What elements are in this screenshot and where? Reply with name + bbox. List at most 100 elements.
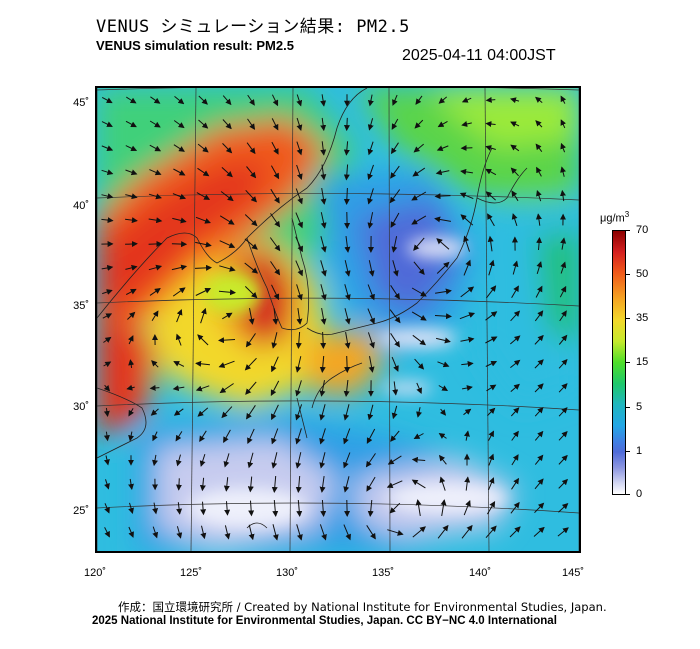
wind-arrow xyxy=(413,433,424,439)
wind-arrow xyxy=(439,476,446,491)
wind-arrow xyxy=(391,118,399,130)
wind-arrow xyxy=(344,284,351,301)
wind-arrow xyxy=(101,264,114,271)
wind-arrow xyxy=(463,259,471,276)
wind-arrow xyxy=(558,334,568,345)
wind-arrow xyxy=(270,188,280,204)
wind-arrow xyxy=(460,286,475,298)
wind-arrow xyxy=(320,260,327,277)
wind-arrow xyxy=(269,237,281,252)
wind-arrow xyxy=(511,190,519,202)
wind-arrow xyxy=(343,117,350,132)
wind-arrow xyxy=(222,119,232,130)
wind-arrow xyxy=(534,359,544,369)
wind-arrow xyxy=(488,430,494,441)
wind-arrow xyxy=(558,430,568,441)
wind-arrow xyxy=(101,169,114,176)
wind-arrow xyxy=(295,428,302,445)
wind-arrow xyxy=(510,144,520,152)
wind-arrow xyxy=(415,499,422,516)
wind-arrow xyxy=(510,383,520,392)
wind-arrow xyxy=(536,166,542,177)
wind-arrow xyxy=(126,384,135,391)
wind-arrow xyxy=(557,527,569,537)
colorbar-label-35: 35 xyxy=(636,312,649,324)
wind-arrow xyxy=(344,260,351,277)
wind-arrow xyxy=(437,524,449,539)
wind-arrow xyxy=(219,240,236,248)
wind-arrow xyxy=(488,453,495,466)
wind-arrow xyxy=(511,285,519,299)
wind-arrow xyxy=(221,406,233,419)
wind-arrow xyxy=(560,261,567,274)
wind-arrow xyxy=(149,120,161,128)
wind-arrow xyxy=(510,310,521,322)
wind-arrow xyxy=(511,477,520,490)
wind-arrow xyxy=(320,331,327,349)
wind-arrow xyxy=(461,97,472,103)
wind-arrow xyxy=(125,145,138,152)
wind-arrow xyxy=(390,142,399,155)
wind-arrow xyxy=(391,405,398,420)
wind-arrow xyxy=(343,379,350,397)
wind-arrow xyxy=(434,193,451,200)
wind-arrow xyxy=(559,285,567,298)
wind-arrow xyxy=(103,336,112,343)
lon-label-140: 140˚ xyxy=(468,567,492,579)
wind-arrow xyxy=(411,287,427,297)
wind-arrow xyxy=(412,334,426,346)
colorbar-tick xyxy=(626,407,630,408)
wind-arrow xyxy=(295,475,302,493)
wind-arrow xyxy=(463,408,472,416)
wind-arrow xyxy=(437,361,450,368)
wind-arrow xyxy=(411,311,427,321)
wind-arrow xyxy=(464,476,471,491)
wind-arrow xyxy=(247,428,255,445)
wind-arrow xyxy=(344,308,351,325)
copyright-line: 2025 National Institute for Environmenta… xyxy=(92,615,557,627)
wind-arrow xyxy=(271,141,279,155)
wind-arrow xyxy=(438,454,447,465)
wind-arrow xyxy=(149,144,162,152)
wind-arrow xyxy=(101,145,114,152)
wind-arrow xyxy=(244,286,258,299)
wind-arrow xyxy=(296,141,303,156)
wind-arrow xyxy=(485,311,498,321)
wind-arrow xyxy=(148,217,163,224)
wind-arrow xyxy=(128,335,134,345)
wind-arrow xyxy=(151,360,159,368)
wind-arrow xyxy=(487,235,494,252)
wind-arrow xyxy=(196,192,211,200)
lon-label-135: 135˚ xyxy=(371,567,395,579)
wind-arrow xyxy=(559,310,567,322)
wind-arrow xyxy=(463,499,471,516)
wind-arrow xyxy=(344,355,351,373)
wind-arrow xyxy=(173,408,184,416)
wind-arrow xyxy=(486,384,497,392)
wind-arrow xyxy=(245,381,257,395)
wind-arrow xyxy=(128,408,135,417)
wind-arrow xyxy=(511,430,519,441)
wind-arrow xyxy=(247,94,255,106)
wind-arrow xyxy=(511,454,519,466)
wind-arrow xyxy=(319,428,326,445)
wind-arrow xyxy=(271,428,279,445)
wind-arrow xyxy=(435,169,450,176)
wind-arrow xyxy=(386,480,403,488)
wind-arrow xyxy=(558,478,568,489)
wind-arrow xyxy=(246,142,256,155)
wind-arrow xyxy=(222,143,233,154)
wind-arrow xyxy=(125,217,138,224)
wind-arrow xyxy=(366,428,376,444)
wind-arrow xyxy=(150,96,161,104)
wind-arrow xyxy=(320,94,327,107)
wind-arrow xyxy=(195,216,211,224)
wind-arrow xyxy=(560,189,566,202)
wind-arrow xyxy=(172,193,187,200)
lat-label-45: 45˚ xyxy=(73,97,89,109)
wind-arrow xyxy=(271,118,279,131)
wind-arrow xyxy=(125,193,138,200)
lat-label-40: 40˚ xyxy=(73,200,89,212)
wind-arrow xyxy=(125,120,137,128)
wind-arrow xyxy=(367,164,374,181)
